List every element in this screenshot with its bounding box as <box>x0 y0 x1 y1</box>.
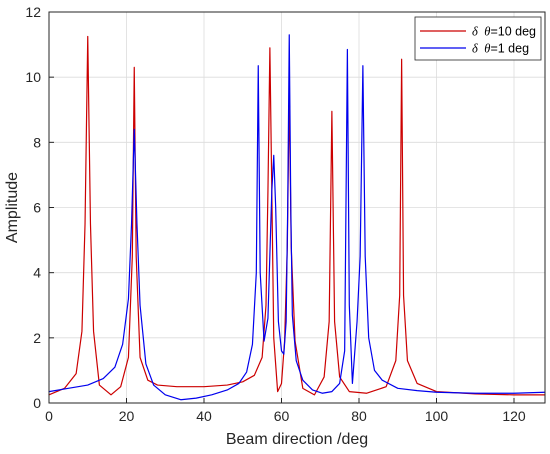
x-axis-title: Beam direction /deg <box>226 431 368 448</box>
legend-delta-red: δ <box>472 25 478 39</box>
legend-theta-red: θ <box>484 25 490 39</box>
x-tick-label: 0 <box>45 408 53 424</box>
legend-label-blue: δ θ=1 deg <box>472 42 529 56</box>
y-axis-title: Amplitude <box>4 172 21 243</box>
x-tick-label: 120 <box>502 408 526 424</box>
legend-suffix-red: =10 deg <box>490 25 536 39</box>
y-tick-label: 0 <box>33 395 41 411</box>
x-tick-label: 100 <box>425 408 449 424</box>
y-tick-label: 6 <box>33 200 41 216</box>
y-tick-label: 8 <box>33 134 41 150</box>
y-tick-label: 2 <box>33 330 41 346</box>
series-layer <box>48 34 546 401</box>
series-line-blue <box>48 34 546 401</box>
legend-box <box>414 16 542 61</box>
legend-suffix-blue: =1 deg <box>490 42 529 56</box>
series-line-red <box>48 35 546 396</box>
x-tick-label: 20 <box>119 408 135 424</box>
legend-theta-blue: θ <box>484 42 490 56</box>
y-tick-label: 10 <box>25 69 41 85</box>
legend-delta-blue: δ <box>472 42 478 56</box>
y-tick-label: 4 <box>33 265 41 281</box>
x-tick-label: 40 <box>196 408 212 424</box>
axis-ticks: 0 20 40 60 80 100 120 0 2 4 6 8 10 12 <box>25 4 525 424</box>
x-tick-label: 80 <box>351 408 367 424</box>
y-tick-label: 12 <box>25 4 41 20</box>
x-tick-label: 60 <box>274 408 290 424</box>
legend-label-red: δ θ=10 deg <box>472 25 536 39</box>
legend: δ θ=10 deg δ θ=1 deg <box>414 16 542 61</box>
